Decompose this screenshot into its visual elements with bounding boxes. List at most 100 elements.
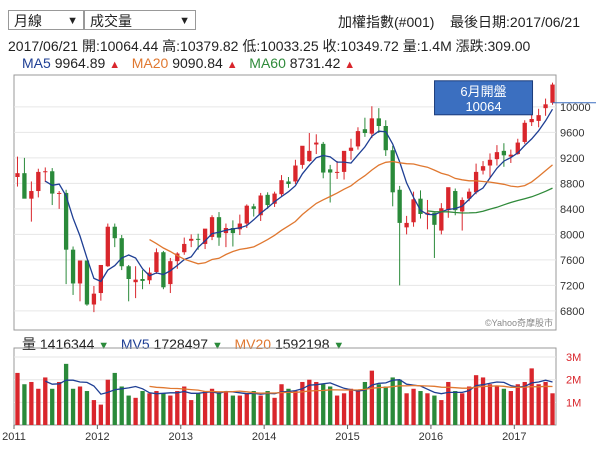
ma20-line <box>149 160 553 265</box>
candle-body <box>15 173 20 177</box>
candle-body <box>432 212 437 225</box>
volume-bar <box>466 386 472 425</box>
candle-body <box>161 252 166 288</box>
candle-body <box>29 191 34 199</box>
candle-body <box>439 208 444 231</box>
candle-body <box>175 253 180 262</box>
price-tick-label: 7200 <box>560 280 584 292</box>
candle-body <box>195 238 201 240</box>
volume-bar <box>397 379 402 425</box>
up-arrow-icon: ▲ <box>109 59 121 71</box>
volume-bar <box>494 386 500 425</box>
price-panel-frame <box>13 74 557 331</box>
candle-body <box>300 145 305 165</box>
tooltip-box <box>434 80 534 116</box>
candle-body <box>397 189 402 223</box>
volume-bar <box>321 384 326 425</box>
volume-bar <box>189 400 194 425</box>
volume-bar <box>341 393 347 425</box>
price-tick-label: 8400 <box>560 204 584 216</box>
candle-body <box>43 171 48 173</box>
volume-bar <box>404 393 409 425</box>
volume-tick-label: 2M <box>566 375 581 387</box>
period-select[interactable]: 月線 ▼ <box>8 10 84 30</box>
candle-body <box>473 171 479 193</box>
volume-tick-label: 3M <box>566 352 581 364</box>
volume-bar <box>418 391 423 425</box>
candle-body <box>63 192 69 250</box>
candle-body <box>501 150 507 156</box>
volume-bar <box>98 404 104 425</box>
volume-bar <box>480 377 486 425</box>
volume-bar <box>515 384 520 425</box>
volume-bar <box>508 391 513 425</box>
period-select-value: 月線 <box>14 13 42 29</box>
high-label: 高: <box>162 38 181 54</box>
volume-bar <box>334 395 340 425</box>
candle-body <box>70 249 76 284</box>
chevron-down-icon: ▼ <box>67 15 78 27</box>
volume-bar <box>182 386 187 425</box>
candle-body <box>425 212 430 215</box>
volume-bar <box>251 391 256 425</box>
volume-bar <box>487 384 493 425</box>
price-tick-label: 9600 <box>560 127 584 139</box>
volume-bar <box>168 395 173 425</box>
volume-bar <box>369 370 375 425</box>
down-arrow-icon: ▼ <box>98 340 110 352</box>
open-label: 開: <box>81 38 100 54</box>
volume-bar <box>529 368 534 425</box>
ma5-line <box>44 108 554 283</box>
volume-bar <box>57 381 62 425</box>
candle-body <box>390 150 395 193</box>
ma60-label: MA60 <box>249 55 286 71</box>
volume-bar <box>300 381 305 425</box>
volume-bar <box>286 388 291 425</box>
candle-body <box>258 195 263 216</box>
candle-body <box>362 129 368 134</box>
candle-body <box>189 238 194 241</box>
candle-body <box>22 173 27 199</box>
volume-bar <box>383 386 388 425</box>
candle-body <box>112 226 117 239</box>
candle-body <box>126 266 131 279</box>
volume-bar <box>147 393 152 425</box>
last-date: 2017/06/21 <box>509 14 580 30</box>
volume-bar <box>279 384 284 425</box>
year-tick-label: 2014 <box>252 431 276 443</box>
candle-body <box>244 205 249 224</box>
open-value: 10064.44 <box>99 38 159 54</box>
price-tick-label: 6800 <box>560 306 584 318</box>
volume-bar <box>258 395 263 425</box>
candle-body <box>230 228 236 234</box>
quote-line: 2017/06/21 開:10064.44 高:10379.82 低:10033… <box>8 36 530 56</box>
volume-bar <box>348 388 354 425</box>
volume-bar <box>154 391 159 425</box>
volume-bar <box>362 381 368 425</box>
change-value: 309.00 <box>487 38 531 54</box>
volume-bar <box>43 377 48 425</box>
volume-bar <box>446 381 451 425</box>
volume-label: 量: <box>402 38 421 54</box>
price-tick-label: 9200 <box>560 153 584 165</box>
indicator-select[interactable]: 成交量 ▼ <box>84 10 196 30</box>
candle-body <box>154 252 159 272</box>
candle-body <box>355 131 361 147</box>
candle-body <box>168 261 173 285</box>
volume-bar <box>50 388 55 425</box>
volume-bar <box>390 377 395 425</box>
mv5-line <box>45 379 553 395</box>
candle-body <box>376 118 381 126</box>
candle-body <box>480 166 486 171</box>
close-value: 10349.72 <box>340 38 399 54</box>
ma5-value: 9964.89 <box>54 55 106 71</box>
candle-body <box>251 206 256 209</box>
ma-legend: MA5 9964.89 ▲ MA20 9090.84 ▲ MA60 8731.4… <box>22 55 355 71</box>
down-arrow-icon: ▼ <box>333 340 345 352</box>
year-tick-label: 2017 <box>502 431 526 443</box>
candle-body <box>272 193 277 204</box>
volume-bar <box>314 381 319 425</box>
candle-body <box>237 223 242 230</box>
year-tick-label: 2012 <box>85 431 109 443</box>
